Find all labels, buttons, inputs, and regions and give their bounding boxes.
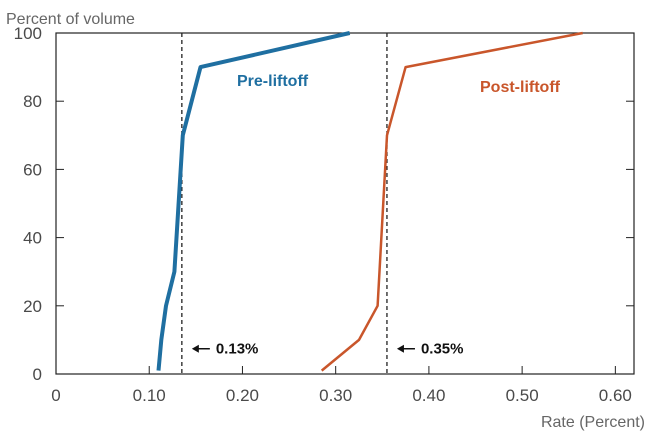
y-tick-label: 20: [23, 297, 42, 316]
y-tick-label: 60: [23, 160, 42, 179]
x-axis-title: Rate (Percent): [541, 414, 645, 431]
y-axis-title: Percent of volume: [6, 11, 135, 28]
x-tick-label: 0.60: [599, 386, 632, 405]
series-line-pre-liftoff: [156, 31, 351, 371]
y-tick-label: 80: [23, 92, 42, 111]
annotation-label: 0.13%: [216, 341, 259, 358]
y-tick-label: 100: [14, 24, 42, 43]
annotation-arrow-icon: [191, 344, 199, 353]
annotation-label: 0.35%: [421, 341, 464, 358]
annotation-arrow-icon: [396, 344, 404, 353]
y-tick-label: 0: [33, 365, 42, 384]
x-tick-labels: 0 0.10 0.20 0.30 0.40 0.50 0.60: [51, 386, 632, 405]
tick-marks: [56, 100, 634, 374]
series-labels: Pre-liftoff Post-liftoff: [237, 73, 561, 96]
x-tick-label: 0.20: [226, 386, 259, 405]
x-tick-label: 0.10: [133, 386, 166, 405]
series-lines: [156, 31, 583, 372]
series-label: Post-liftoff: [480, 79, 561, 96]
reference-lines: 0.13% 0.35%: [181, 33, 464, 374]
x-tick-label: 0.40: [412, 386, 445, 405]
x-tick-label: 0.50: [506, 386, 539, 405]
x-tick-label: 0.30: [319, 386, 352, 405]
y-tick-label: 40: [23, 229, 42, 248]
series-line-post-liftoff: [320, 31, 583, 372]
y-tick-labels: 0 20 40 60 80 100: [14, 24, 42, 384]
series-label: Pre-liftoff: [237, 73, 309, 90]
x-tick-label: 0: [51, 386, 60, 405]
